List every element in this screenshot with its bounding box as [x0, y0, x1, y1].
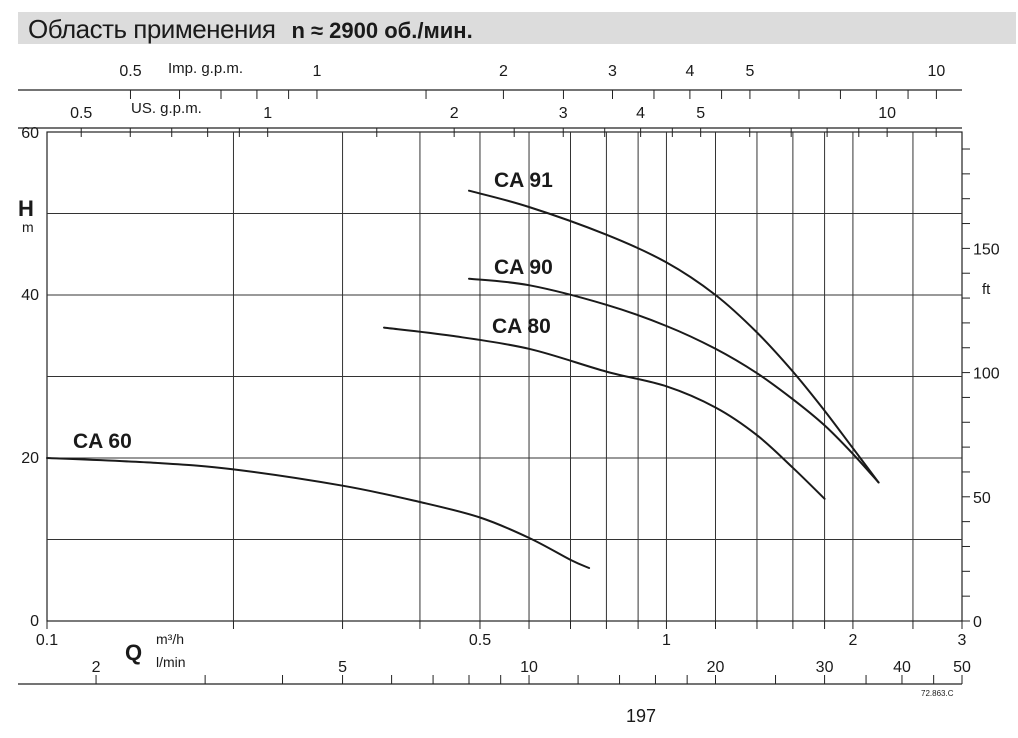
us-gpm-tick-label: 2	[450, 105, 459, 122]
us-gpm-axis-title: US. g.p.m.	[131, 100, 202, 117]
imp-gpm-tick-label: 2	[499, 63, 508, 80]
lmin-tick-label: 10	[520, 659, 538, 676]
x-axis-unit-m3h: m³/h	[156, 631, 184, 647]
imp-gpm-tick-label: 4	[685, 63, 694, 80]
curve-ca-91	[468, 189, 880, 484]
ft-tick-label: 0	[973, 614, 982, 631]
x-tick-label: 0.1	[36, 632, 58, 649]
lmin-tick-label: 50	[953, 659, 971, 676]
curve-label-ca-60: CA 60	[73, 430, 132, 453]
figure-code: 72.863.C	[921, 689, 954, 698]
speed-subtitle: n ≈ 2900 об./мин.	[291, 18, 473, 43]
ft-axis-title: ft	[982, 281, 991, 298]
us-gpm-tick-label: 10	[878, 105, 896, 122]
x-axis-title: Q	[125, 640, 142, 665]
ft-tick-label: 150	[973, 241, 1000, 258]
y-tick-label: 0	[30, 613, 39, 630]
us-gpm-tick-label: 1	[263, 105, 272, 122]
lmin-tick-label: 40	[893, 659, 911, 676]
curve-ca-90	[468, 277, 880, 484]
x-tick-label: 3	[958, 632, 967, 649]
imp-gpm-tick-label: 3	[608, 63, 617, 80]
title-block: Область применения n ≈ 2900 об./мин.	[28, 14, 473, 44]
imp-gpm-tick-label: 10	[927, 63, 945, 80]
chart-title: Область применения	[28, 14, 276, 44]
x-tick-label: 0.5	[469, 632, 491, 649]
curve-ca-60	[46, 457, 591, 569]
curve-label-ca-90: CA 90	[494, 256, 553, 279]
x-tick-label: 1	[662, 632, 671, 649]
y-tick-label: 60	[21, 125, 39, 142]
imp-gpm-tick-label: 5	[745, 63, 754, 80]
us-gpm-tick-label: 5	[696, 105, 705, 122]
y-tick-label: 40	[21, 287, 39, 304]
us-gpm-tick-label: 4	[636, 105, 645, 122]
lmin-tick-label: 30	[816, 659, 834, 676]
imp-gpm-tick-label: 0.5	[119, 63, 141, 80]
imp-gpm-axis-title: Imp. g.p.m.	[168, 60, 243, 77]
x-tick-label: 2	[848, 632, 857, 649]
imp-gpm-tick-label: 1	[312, 63, 321, 80]
x-axis-unit-lmin: l/min	[156, 654, 186, 670]
y-tick-label: 20	[21, 450, 39, 467]
us-gpm-tick-label: 0.5	[70, 105, 92, 122]
page-number: 197	[626, 706, 657, 726]
lmin-tick-label: 20	[707, 659, 725, 676]
ft-tick-label: 50	[973, 490, 991, 507]
lmin-tick-label: 2	[92, 659, 101, 676]
curve-ca-80	[383, 326, 826, 500]
us-gpm-tick-label: 3	[559, 105, 568, 122]
lmin-tick-label: 5	[338, 659, 347, 676]
curve-label-ca-91: CA 91	[494, 169, 553, 192]
title-banner	[18, 12, 1016, 44]
ft-tick-label: 100	[973, 366, 1000, 383]
y-axis-title: H	[18, 196, 34, 221]
y-axis-unit: m	[22, 219, 34, 235]
curve-label-ca-80: CA 80	[492, 315, 551, 338]
